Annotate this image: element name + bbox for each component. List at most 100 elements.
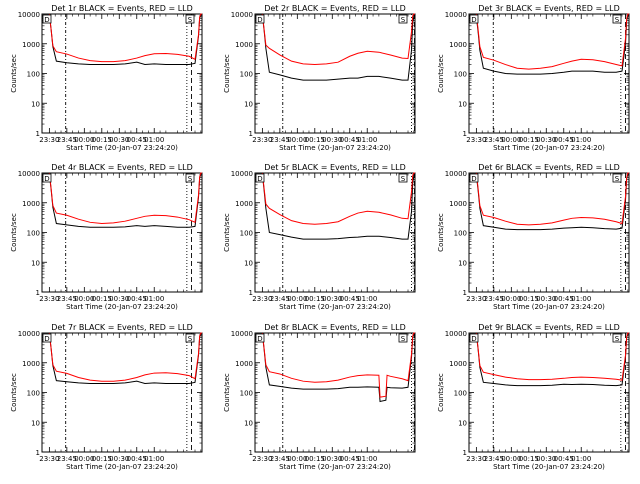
marker-box-d-label: D bbox=[257, 335, 262, 343]
marker-box-d-label: D bbox=[44, 335, 49, 343]
marker-box-s-label: S bbox=[401, 175, 406, 183]
x-tick-label: 01:00 bbox=[144, 295, 164, 303]
detector-panel-7: Det 7r BLACK = Events, RED = LLD 1 10 100 10… bbox=[10, 323, 202, 471]
panel-title: Det 4r BLACK = Events, RED = LLD bbox=[51, 163, 193, 172]
y-axis-label: Counts/sec bbox=[223, 213, 231, 252]
x-axis-label: Start Time (20-Jan-07 23:24:20) bbox=[66, 303, 178, 311]
y-tick-label: 100 bbox=[454, 71, 467, 79]
y-tick-label: 10000 bbox=[18, 11, 40, 19]
y-tick-label: 10 bbox=[244, 259, 253, 267]
y-tick-label: 10 bbox=[458, 100, 467, 108]
y-tick-label: 10000 bbox=[231, 170, 253, 178]
x-axis-label: Start Time (20-Jan-07 23:24:20) bbox=[279, 303, 391, 311]
panel-title: Det 2r BLACK = Events, RED = LLD bbox=[264, 4, 406, 13]
y-tick-label: 10 bbox=[244, 100, 253, 108]
detector-panel-3: Det 3r BLACK = Events, RED = LLD 1 10 100 10… bbox=[437, 4, 629, 152]
y-tick-label: 10000 bbox=[18, 330, 40, 338]
y-tick-label: 10000 bbox=[445, 170, 467, 178]
y-tick-label: 1000 bbox=[449, 41, 467, 49]
detector-panel-8: Det 8r BLACK = Events, RED = LLD 1 10 100 10… bbox=[223, 323, 415, 471]
marker-box-s-label: S bbox=[615, 335, 620, 343]
detector-panel-5: Det 5r BLACK = Events, RED = LLD11010010… bbox=[223, 163, 415, 311]
marker-box-s-label: S bbox=[188, 175, 193, 183]
red-lld-line bbox=[49, 173, 202, 224]
panel-title: Det 1r BLACK = Events, RED = LLD bbox=[51, 4, 193, 13]
marker-box-d-label: D bbox=[471, 175, 476, 183]
x-tick-label: 01:00 bbox=[144, 136, 164, 144]
marker-box-s-label: S bbox=[615, 175, 620, 183]
plot-frame bbox=[255, 173, 415, 292]
y-tick-label: 10000 bbox=[231, 330, 253, 338]
y-tick-label: 100 bbox=[240, 230, 253, 238]
y-tick-label: 10000 bbox=[231, 11, 253, 19]
y-tick-label: 10 bbox=[31, 100, 40, 108]
y-tick-label: 10 bbox=[458, 259, 467, 267]
panel-title: Det 9r BLACK = Events, RED = LLD bbox=[478, 323, 620, 332]
detector-panel-9: Det 9r BLACK = Events, RED = LLD11010010… bbox=[437, 323, 629, 471]
detector-panel-4: Det 4r BLACK = Events, RED = LLD11010010… bbox=[10, 163, 202, 311]
y-axis-label: Counts/sec bbox=[10, 54, 18, 93]
black-events-line bbox=[262, 15, 415, 80]
detector-panel-1: Det 1r BLACK = Events, RED = LLD11010010… bbox=[10, 4, 202, 152]
y-tick-label: 100 bbox=[27, 390, 40, 398]
detector-panel-2: Det 2r BLACK = Events, RED = LLD11010010… bbox=[223, 4, 415, 152]
marker-box-d-label: D bbox=[44, 175, 49, 183]
y-tick-label: 1000 bbox=[235, 360, 253, 368]
x-axis-label: Start Time (20-Jan-07 23:24:20) bbox=[279, 463, 391, 471]
y-tick-label: 1000 bbox=[235, 200, 253, 208]
y-tick-label: 10000 bbox=[445, 11, 467, 19]
red-lld-line bbox=[49, 333, 202, 381]
marker-box-s-label: S bbox=[615, 16, 620, 24]
red-lld-line bbox=[476, 173, 629, 225]
x-tick-label: 01:00 bbox=[357, 455, 377, 463]
panel-title: Det 5r BLACK = Events, RED = LLD bbox=[264, 163, 406, 172]
y-tick-label: 1000 bbox=[235, 41, 253, 49]
detector-panel-6: Det 6r BLACK = Events, RED = LLD 1 10 100 10… bbox=[437, 163, 629, 311]
black-events-line bbox=[262, 333, 415, 401]
marker-box-d-label: D bbox=[471, 335, 476, 343]
x-tick-label: 01:00 bbox=[357, 295, 377, 303]
marker-box-d-label: D bbox=[257, 175, 262, 183]
red-lld-line bbox=[262, 14, 415, 65]
red-lld-line bbox=[262, 173, 415, 224]
x-axis-label: Start Time (20-Jan-07 23:24:20) bbox=[279, 144, 391, 152]
x-tick-label: 01:00 bbox=[571, 295, 591, 303]
marker-box-d-label: D bbox=[257, 16, 262, 24]
x-axis-label: Start Time (20-Jan-07 23:24:20) bbox=[493, 144, 605, 152]
y-tick-label: 1000 bbox=[22, 200, 40, 208]
x-axis-label: Start Time (20-Jan-07 23:24:20) bbox=[493, 303, 605, 311]
x-axis-label: Start Time (20-Jan-07 23:24:20) bbox=[493, 463, 605, 471]
panel-title: Det 7r BLACK = Events, RED = LLD bbox=[51, 323, 193, 332]
black-events-line bbox=[49, 333, 202, 384]
y-tick-label: 10 bbox=[458, 419, 467, 427]
y-tick-label: 100 bbox=[240, 390, 253, 398]
x-tick-label: 01:00 bbox=[571, 455, 591, 463]
y-tick-label: 10000 bbox=[445, 330, 467, 338]
y-axis-label: Counts/sec bbox=[223, 54, 231, 93]
y-tick-label: 100 bbox=[454, 390, 467, 398]
marker-box-s-label: S bbox=[188, 335, 193, 343]
x-axis-label: Start Time (20-Jan-07 23:24:20) bbox=[66, 144, 178, 152]
y-tick-label: 100 bbox=[27, 71, 40, 79]
y-axis-label: Counts/sec bbox=[437, 54, 445, 93]
marker-box-s-label: S bbox=[401, 335, 406, 343]
black-events-line bbox=[476, 333, 629, 386]
y-axis-label: Counts/sec bbox=[10, 213, 18, 252]
y-tick-label: 10000 bbox=[18, 170, 40, 178]
black-events-line bbox=[49, 173, 202, 227]
red-lld-line bbox=[476, 14, 629, 69]
marker-box-d-label: D bbox=[44, 16, 49, 24]
y-axis-label: Counts/sec bbox=[437, 213, 445, 252]
marker-box-d-label: D bbox=[471, 16, 476, 24]
plot-frame bbox=[255, 333, 415, 452]
x-tick-label: 01:00 bbox=[571, 136, 591, 144]
marker-box-s-label: S bbox=[401, 16, 406, 24]
y-tick-label: 1000 bbox=[449, 360, 467, 368]
y-tick-label: 100 bbox=[27, 230, 40, 238]
x-tick-label: 01:00 bbox=[357, 136, 377, 144]
x-axis-label: Start Time (20-Jan-07 23:24:20) bbox=[66, 463, 178, 471]
y-tick-label: 10 bbox=[244, 419, 253, 427]
plot-frame bbox=[255, 14, 415, 133]
